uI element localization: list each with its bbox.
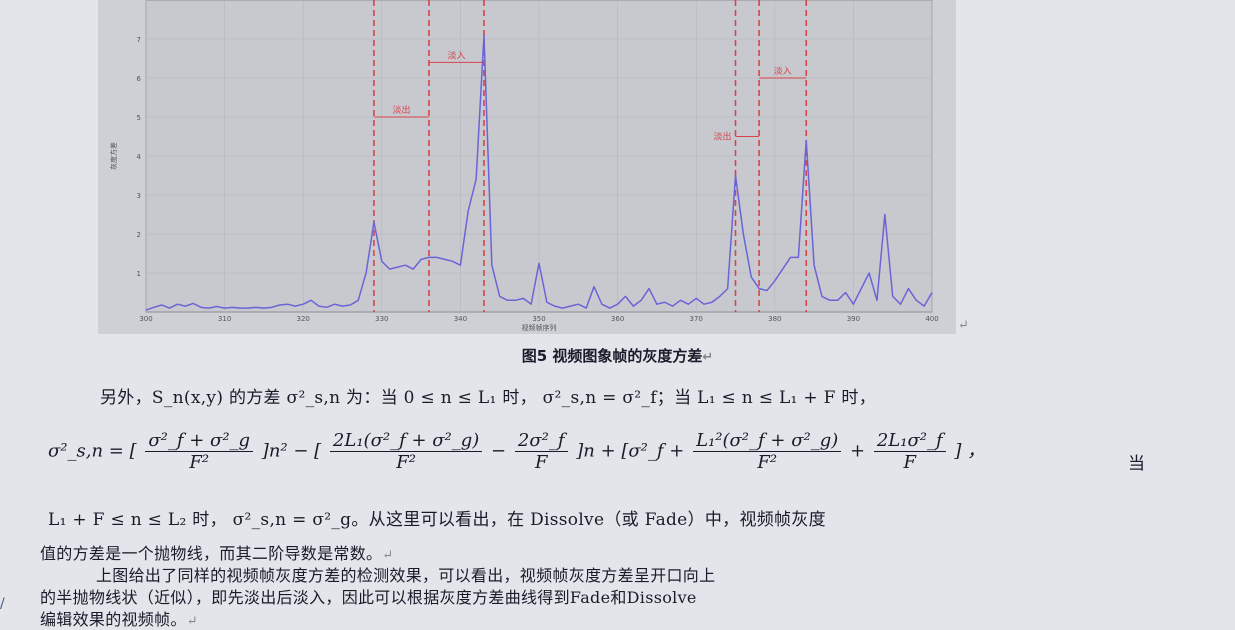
figure-panel: 300 310 320 330 340 350 360 370 380 390 400 1 2 3 4 5 6 7… bbox=[98, 0, 956, 334]
return-mark: ↵ bbox=[958, 318, 969, 333]
x-tick-label: 310 bbox=[218, 315, 231, 323]
y-tick-label: 5 bbox=[137, 114, 141, 122]
x-tick-label: 300 bbox=[139, 315, 152, 323]
annotation-label: 淡出 bbox=[713, 131, 731, 143]
x-tick-label: 360 bbox=[611, 315, 624, 323]
x-tick-label: 400 bbox=[925, 315, 938, 323]
x-tick-label: 320 bbox=[297, 315, 310, 323]
y-tick-label: 6 bbox=[137, 75, 142, 83]
y-tick-label: 2 bbox=[137, 231, 141, 239]
y-tick-label: 3 bbox=[137, 192, 141, 200]
paragraph-line-3: L₁ + F ≤ n ≤ L₂ 时， σ²_s,n = σ²_g。从这里可以看出… bbox=[48, 510, 826, 530]
paragraph-line-6: 的半抛物线状（近似），即先淡出后淡入，因此可以根据灰度方差曲线得到Fade和Di… bbox=[40, 588, 697, 607]
equation-fraction: σ²_f + σ²_g F² bbox=[145, 430, 254, 473]
annotation-label: 淡入 bbox=[447, 50, 465, 61]
y-tick-label: 4 bbox=[137, 153, 142, 161]
figure-caption: 图5 视频图象帧的灰度方差↵ bbox=[521, 347, 714, 365]
variance-equation: σ²_s,n = [ σ²_f + σ²_g F² ]n² − [ 2L₁(σ²_… bbox=[48, 430, 986, 473]
equation-fraction: L₁²(σ²_f + σ²_g) F² bbox=[693, 430, 842, 473]
equation-fraction: 2σ²_f F bbox=[514, 430, 568, 473]
annotation-label: 淡入 bbox=[774, 66, 792, 77]
x-tick-label: 340 bbox=[454, 315, 467, 323]
annotation-label: 淡出 bbox=[392, 104, 410, 116]
y-tick-label: 1 bbox=[137, 270, 141, 278]
x-axis-label: 视频帧序列 bbox=[522, 323, 557, 332]
x-tick-label: 330 bbox=[375, 315, 388, 323]
x-tick-label: 390 bbox=[847, 315, 860, 323]
paragraph-line-7: 编辑效果的视频帧。↵ bbox=[40, 610, 198, 629]
x-tick-label: 370 bbox=[690, 315, 703, 323]
y-axis-label: 灰度方差 bbox=[109, 142, 118, 170]
paragraph-line-4: 值的方差是一个抛物线，而其二阶导数是常数。↵ bbox=[40, 544, 394, 563]
paragraph-line-5: 上图给出了同样的视频帧灰度方差的检测效果，可以看出，视频帧灰度方差呈开口向上 bbox=[96, 566, 716, 585]
variance-series-line bbox=[145, 34, 933, 311]
x-tick-label: 380 bbox=[768, 315, 781, 323]
paragraph-line-1: 另外，S_n(x,y) 的方差 σ²_s,n 为：当 0 ≤ n ≤ L₁ 时，… bbox=[100, 388, 877, 408]
equation-fraction: 2L₁σ²_f F bbox=[873, 430, 946, 473]
equation-fraction: 2L₁(σ²_f + σ²_g) F² bbox=[329, 430, 483, 473]
variance-chart: 300 310 320 330 340 350 360 370 380 390 400 1 2 3 4 5 6 7… bbox=[109, 0, 939, 332]
y-tick-label: 7 bbox=[137, 36, 141, 44]
margin-mark: / bbox=[0, 596, 5, 612]
equation-dang: 当 bbox=[1128, 454, 1146, 474]
x-tick-label: 350 bbox=[532, 315, 545, 323]
